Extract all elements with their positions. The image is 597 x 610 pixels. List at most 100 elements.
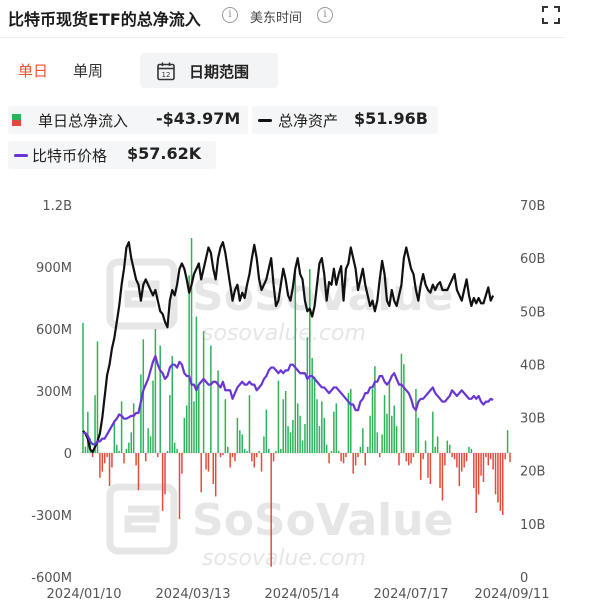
- inflow-bar[interactable]: [386, 413, 388, 453]
- inflow-bar[interactable]: [275, 450, 277, 453]
- inflow-bar[interactable]: [294, 273, 297, 453]
- inflow-bar[interactable]: [337, 450, 340, 453]
- inflow-bar[interactable]: [323, 417, 326, 453]
- inflow-bar[interactable]: [94, 395, 96, 453]
- inflow-bar[interactable]: [272, 453, 275, 462]
- inflow-bar[interactable]: [123, 453, 125, 464]
- inflow-bar[interactable]: [391, 415, 393, 453]
- inflow-bar[interactable]: [207, 453, 210, 472]
- inflow-bar[interactable]: [169, 395, 171, 453]
- inflow-bar[interactable]: [128, 442, 130, 453]
- inflow-bar[interactable]: [212, 453, 215, 484]
- date-range-button[interactable]: 12 日期范围: [140, 53, 278, 88]
- inflow-bar[interactable]: [289, 432, 292, 453]
- inflow-bar[interactable]: [325, 444, 328, 453]
- inflow-bar[interactable]: [91, 453, 94, 458]
- inflow-bar[interactable]: [304, 424, 306, 453]
- inflow-bar[interactable]: [101, 453, 104, 472]
- inflow-bar[interactable]: [132, 403, 135, 453]
- inflow-bar[interactable]: [118, 450, 120, 453]
- inflow-bar[interactable]: [260, 453, 263, 472]
- expand-icon[interactable]: [541, 5, 561, 25]
- inflow-bar[interactable]: [265, 409, 268, 453]
- inflow-bar[interactable]: [432, 411, 434, 453]
- inflow-bar[interactable]: [116, 444, 118, 453]
- inflow-bar[interactable]: [347, 393, 350, 453]
- inflow-bar[interactable]: [333, 411, 335, 453]
- inflow-bar[interactable]: [236, 417, 239, 453]
- inflow-bar[interactable]: [258, 450, 260, 453]
- inflow-bar[interactable]: [465, 453, 468, 462]
- inflow-bar[interactable]: [181, 453, 183, 474]
- inflow-bar[interactable]: [417, 417, 420, 453]
- inflow-bar[interactable]: [427, 453, 429, 478]
- inflow-bar[interactable]: [280, 448, 282, 453]
- inflow-bar[interactable]: [135, 453, 137, 466]
- inflow-bar[interactable]: [369, 415, 371, 453]
- inflow-bar[interactable]: [424, 440, 427, 453]
- inflow-bar[interactable]: [400, 353, 403, 453]
- inflow-bar[interactable]: [157, 453, 159, 458]
- inflow-bar[interactable]: [243, 448, 246, 453]
- inflow-bar[interactable]: [130, 432, 133, 453]
- inflow-bar[interactable]: [470, 448, 473, 453]
- inflow-bar[interactable]: [144, 453, 147, 462]
- inflow-bar[interactable]: [299, 415, 301, 453]
- inflow-bar[interactable]: [381, 434, 383, 453]
- inflow-bar[interactable]: [198, 384, 200, 453]
- inflow-bar[interactable]: [398, 453, 400, 466]
- inflow-bar[interactable]: [239, 430, 241, 453]
- inflow-bar[interactable]: [419, 453, 422, 480]
- inflow-bar[interactable]: [480, 453, 482, 476]
- inflow-bar[interactable]: [149, 436, 152, 453]
- inflow-bar[interactable]: [210, 345, 212, 453]
- inflow-bar[interactable]: [96, 341, 99, 453]
- inflow-bar[interactable]: [106, 453, 108, 458]
- inflow-bar[interactable]: [120, 401, 123, 453]
- inflow-bar[interactable]: [502, 453, 504, 515]
- inflow-bar[interactable]: [492, 453, 494, 470]
- inflow-bar[interactable]: [137, 453, 140, 491]
- inflow-bar[interactable]: [506, 430, 509, 453]
- inflow-bar[interactable]: [321, 401, 323, 453]
- inflow-bar[interactable]: [364, 453, 367, 466]
- inflow-bar[interactable]: [82, 322, 84, 453]
- inflow-bar[interactable]: [446, 440, 449, 453]
- timezone-info-icon[interactable]: i: [317, 7, 333, 23]
- inflow-bar[interactable]: [253, 453, 256, 468]
- inflow-bar[interactable]: [125, 448, 128, 453]
- inflow-bar[interactable]: [171, 355, 174, 453]
- inflow-bar[interactable]: [366, 446, 369, 453]
- inflow-bar[interactable]: [444, 453, 446, 466]
- inflow-bar[interactable]: [422, 453, 424, 460]
- inflow-bar[interactable]: [234, 453, 236, 462]
- inflow-bar[interactable]: [412, 453, 415, 458]
- assets-line[interactable]: [82, 241, 495, 454]
- inflow-bar[interactable]: [475, 453, 477, 513]
- inflow-bar[interactable]: [434, 446, 436, 453]
- inflow-bar[interactable]: [306, 337, 309, 453]
- inflow-bar[interactable]: [415, 388, 417, 453]
- inflow-bar[interactable]: [159, 345, 161, 453]
- inflow-bar[interactable]: [509, 453, 511, 463]
- inflow-bar[interactable]: [183, 417, 186, 453]
- inflow-bar[interactable]: [342, 453, 345, 464]
- price-line[interactable]: [83, 355, 494, 446]
- inflow-bar[interactable]: [499, 453, 502, 511]
- inflow-bar[interactable]: [188, 275, 190, 453]
- inflow-bar[interactable]: [388, 380, 391, 453]
- inflow-bar[interactable]: [313, 376, 316, 453]
- inflow-bar[interactable]: [147, 428, 149, 453]
- legend-assets[interactable]: 总净资产 $51.96B: [252, 106, 438, 134]
- inflow-bar[interactable]: [248, 395, 251, 453]
- inflow-bar[interactable]: [473, 453, 475, 489]
- inflow-bar[interactable]: [477, 453, 480, 495]
- inflow-bar[interactable]: [84, 446, 87, 453]
- inflow-bar[interactable]: [166, 450, 169, 453]
- inflow-bar[interactable]: [164, 453, 166, 495]
- inflow-bar[interactable]: [282, 399, 284, 453]
- inflow-bar[interactable]: [178, 453, 181, 520]
- inflow-bar[interactable]: [485, 453, 487, 458]
- inflow-bar[interactable]: [277, 380, 280, 453]
- inflow-bar[interactable]: [335, 403, 338, 453]
